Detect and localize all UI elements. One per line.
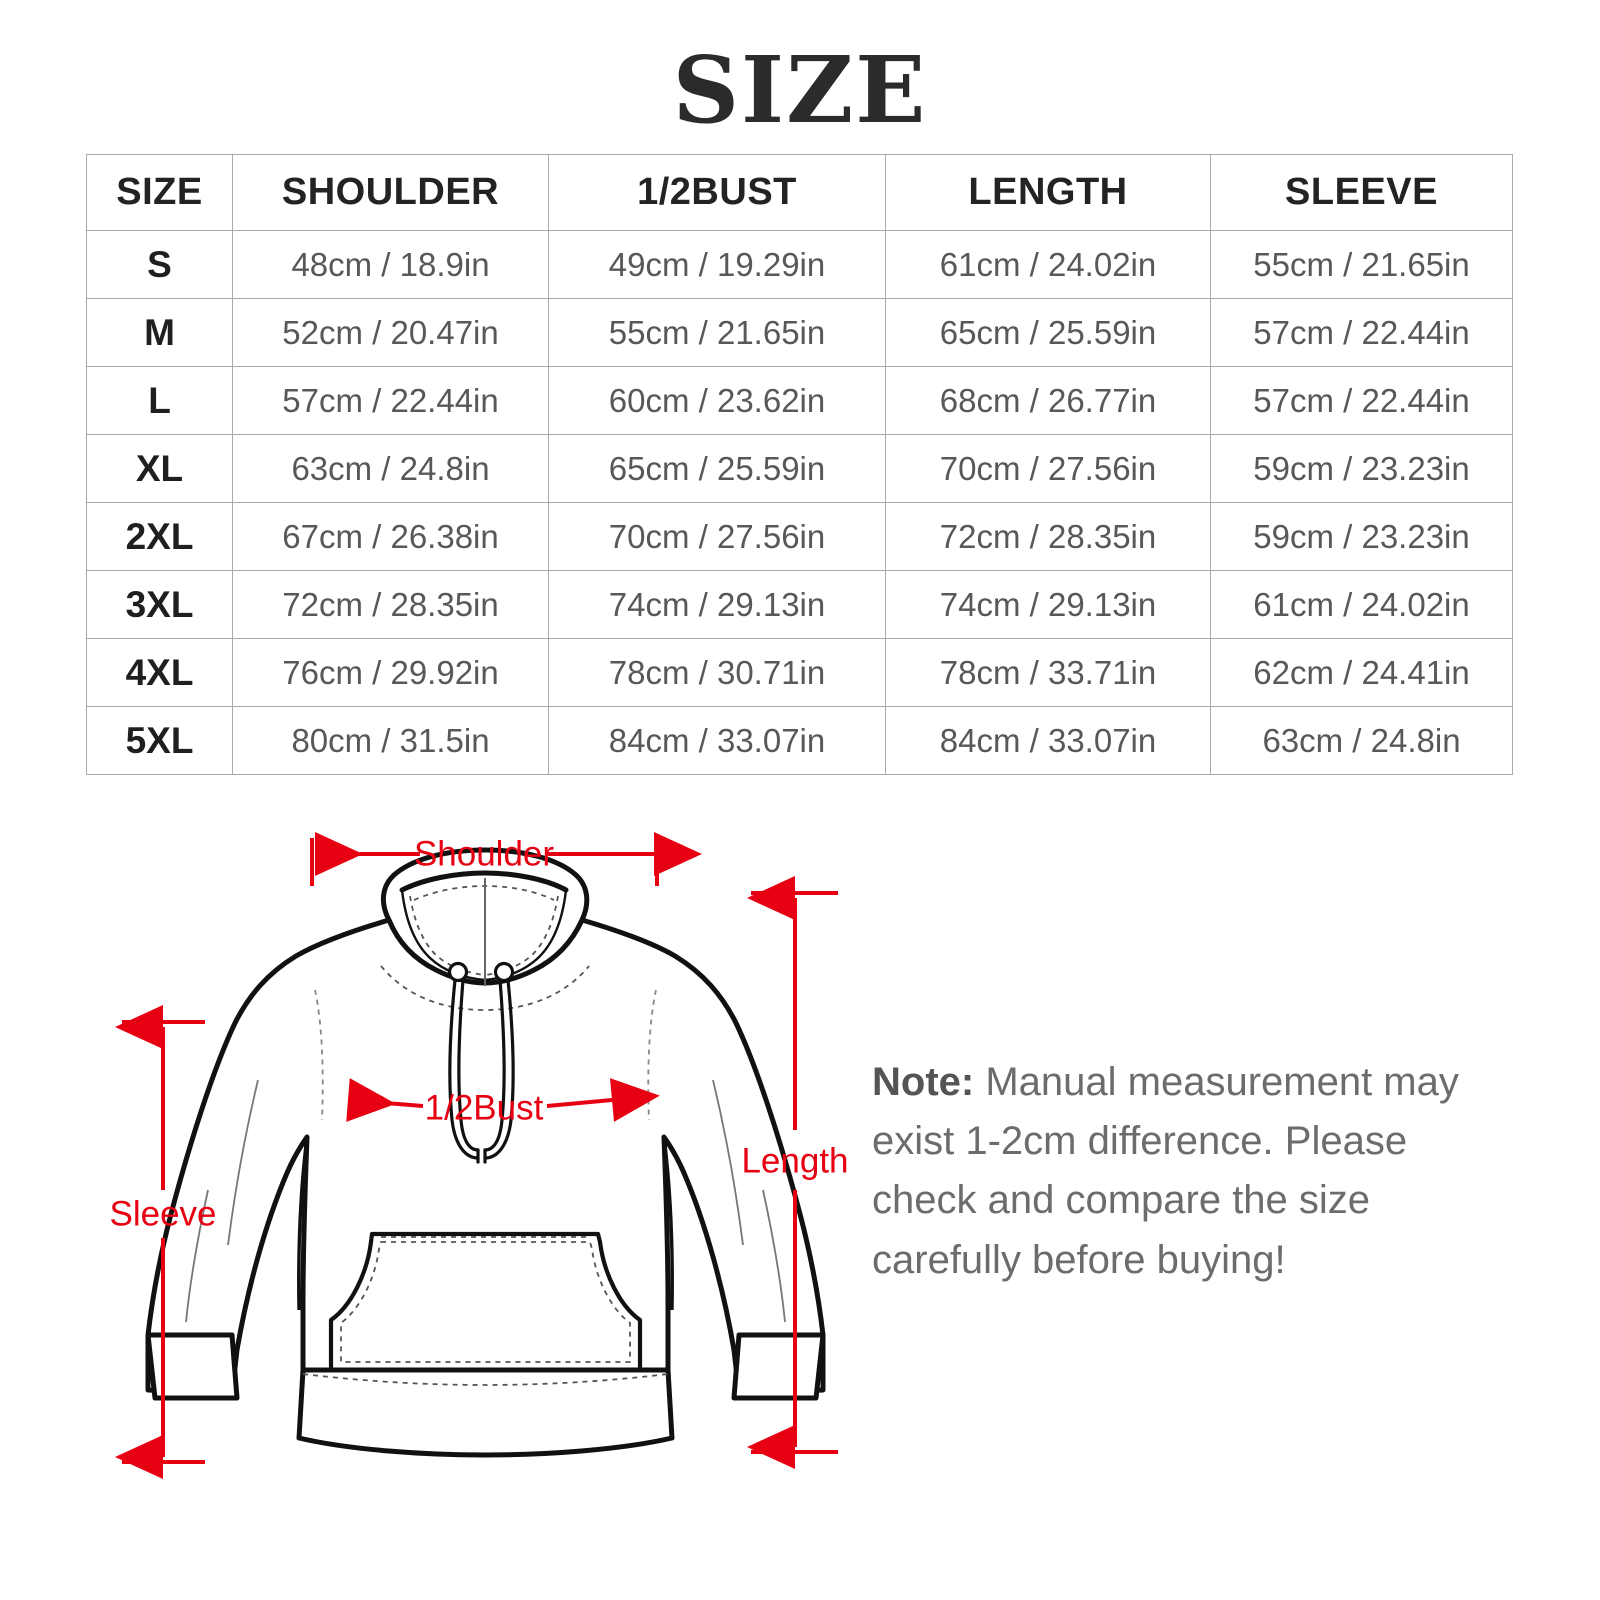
column-header-shoulder: SHOULDER <box>232 154 549 231</box>
drawstring-left <box>448 978 480 1160</box>
length-measurement-annotation: Length <box>741 876 849 1469</box>
cell-size: 5XL <box>86 706 233 775</box>
cell-length: 61cm / 24.02in <box>885 230 1211 299</box>
column-header-length: LENGTH <box>885 154 1211 231</box>
bust-measurement-annotation: 1/2Bust <box>346 1078 660 1128</box>
cell-size: 3XL <box>86 570 233 639</box>
cell-length: 74cm / 29.13in <box>885 570 1211 639</box>
hem-band <box>296 1367 675 1458</box>
hood-opening-edge <box>399 870 569 893</box>
table-row: 3XL 72cm / 28.35in 74cm / 29.13in 74cm /… <box>86 570 1513 639</box>
column-header-bust: 1/2BUST <box>548 154 886 231</box>
cell-length: 70cm / 27.56in <box>885 434 1211 503</box>
sleeve-fold-left <box>227 1079 259 1246</box>
drawstring-right <box>483 978 515 1160</box>
cell-bust: 78cm / 30.71in <box>548 638 886 707</box>
cell-size: 4XL <box>86 638 233 707</box>
cell-sleeve: 59cm / 23.23in <box>1210 434 1513 503</box>
table-row: XL 63cm / 24.8in 65cm / 25.59in 70cm / 2… <box>86 434 1513 503</box>
column-header-size: SIZE <box>86 154 233 231</box>
column-header-sleeve: SLEEVE <box>1210 154 1513 231</box>
measurement-note: Note: Manual measurement may exist 1-2cm… <box>872 1053 1492 1290</box>
armhole-right <box>662 1136 674 1311</box>
drawstring-left-inner <box>457 978 480 1152</box>
sleeve-measurement-annotation: Sleeve <box>109 1005 217 1479</box>
kangaroo-pocket-stitch <box>340 1241 631 1363</box>
size-table: SIZE SHOULDER 1/2BUST LENGTH SLEEVE S 48… <box>86 154 1513 775</box>
cell-bust: 60cm / 23.62in <box>548 366 886 435</box>
neckline-stitch <box>380 965 590 1011</box>
shoulder-measurement-annotation: Shoulder <box>310 832 702 886</box>
cell-size: M <box>86 298 233 367</box>
cell-shoulder: 63cm / 24.8in <box>232 434 549 503</box>
table-row: 4XL 76cm / 29.92in 78cm / 30.71in 78cm /… <box>86 638 1513 707</box>
cell-shoulder: 72cm / 28.35in <box>232 570 549 639</box>
cell-bust: 70cm / 27.56in <box>548 502 886 571</box>
cell-length: 84cm / 33.07in <box>885 706 1211 775</box>
cell-shoulder: 48cm / 18.9in <box>232 230 549 299</box>
cell-sleeve: 63cm / 24.8in <box>1210 706 1513 775</box>
hem-band-top-stitch <box>302 1373 669 1386</box>
cell-bust: 74cm / 29.13in <box>548 570 886 639</box>
cell-sleeve: 57cm / 22.44in <box>1210 298 1513 367</box>
table-row: L 57cm / 22.44in 60cm / 23.62in 68cm / 2… <box>86 366 1513 435</box>
sleeve-fold-right <box>712 1079 744 1246</box>
cuff-left <box>145 1332 240 1401</box>
sleeve-label: Sleeve <box>109 1195 216 1234</box>
table-row: S 48cm / 18.9in 49cm / 19.29in 61cm / 24… <box>86 230 1513 299</box>
cell-size: 2XL <box>86 502 233 571</box>
cell-shoulder: 76cm / 29.92in <box>232 638 549 707</box>
cell-sleeve: 59cm / 23.23in <box>1210 502 1513 571</box>
note-label: Note: <box>872 1060 975 1104</box>
hoodie-measurement-diagram: Shoulder 1/2Bust Length <box>0 790 900 1550</box>
cell-length: 68cm / 26.77in <box>885 366 1211 435</box>
note-text: Manual measurement may exist 1-2cm diffe… <box>872 1060 1459 1282</box>
drawstring-right-inner <box>483 978 506 1152</box>
cell-length: 72cm / 28.35in <box>885 502 1211 571</box>
cell-size: L <box>86 366 233 435</box>
table-row: 2XL 67cm / 26.38in 70cm / 27.56in 72cm /… <box>86 502 1513 571</box>
cell-bust: 84cm / 33.07in <box>548 706 886 775</box>
cell-sleeve: 57cm / 22.44in <box>1210 366 1513 435</box>
cell-bust: 49cm / 19.29in <box>548 230 886 299</box>
bust-arrow-left-half <box>346 1078 424 1122</box>
cell-shoulder: 57cm / 22.44in <box>232 366 549 435</box>
sleeve-fold-left-2 <box>185 1189 209 1323</box>
cell-bust: 55cm / 21.65in <box>548 298 886 367</box>
bust-label: 1/2Bust <box>425 1089 544 1128</box>
cell-sleeve: 62cm / 24.41in <box>1210 638 1513 707</box>
cell-shoulder: 52cm / 20.47in <box>232 298 549 367</box>
sleeve-fold-right-2 <box>762 1189 786 1323</box>
page-title: SIZE <box>672 36 928 144</box>
drawstring-eyelet-left <box>447 961 469 983</box>
shoulder-label: Shoulder <box>414 835 554 874</box>
shoulder-seam-left <box>314 989 324 1121</box>
table-row: M 52cm / 20.47in 55cm / 21.65in 65cm / 2… <box>86 298 1513 367</box>
cell-bust: 65cm / 25.59in <box>548 434 886 503</box>
drawstring-tips <box>476 1148 487 1164</box>
cell-length: 78cm / 33.71in <box>885 638 1211 707</box>
table-row: 5XL 80cm / 31.5in 84cm / 33.07in 84cm / … <box>86 706 1513 775</box>
cell-sleeve: 55cm / 21.65in <box>1210 230 1513 299</box>
cell-shoulder: 67cm / 26.38in <box>232 502 549 571</box>
cell-size: XL <box>86 434 233 503</box>
length-label: Length <box>741 1142 848 1181</box>
cell-size: S <box>86 230 233 299</box>
hood-stitch-left <box>409 895 486 976</box>
hoodie-illustration <box>145 847 826 1458</box>
cell-sleeve: 61cm / 24.02in <box>1210 570 1513 639</box>
table-header-row: SIZE SHOULDER 1/2BUST LENGTH SLEEVE <box>86 154 1513 231</box>
armhole-left <box>297 1136 309 1311</box>
drawstring-eyelet-right <box>493 961 515 983</box>
cuff-right <box>731 1332 826 1401</box>
cell-length: 65cm / 25.59in <box>885 298 1211 367</box>
cell-shoulder: 80cm / 31.5in <box>232 706 549 775</box>
bust-arrow-right-half <box>546 1078 660 1122</box>
